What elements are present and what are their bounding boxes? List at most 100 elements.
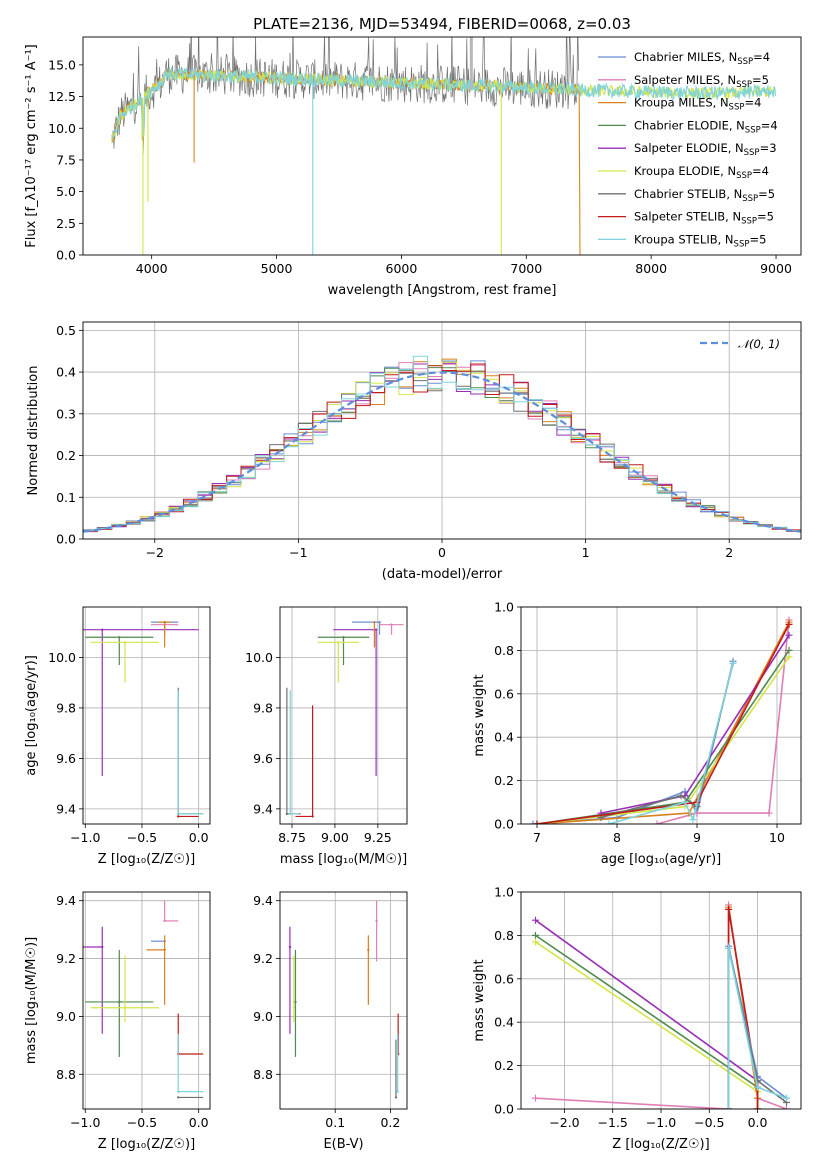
y-axis-label: mass [log₁₀(M/M☉)] bbox=[24, 937, 39, 1064]
data-marker bbox=[689, 816, 697, 824]
axes-mass_vs_EBV: 0.1 0.2 8.8 9.0 9.2 9.4 E(B-V) bbox=[253, 891, 408, 1152]
data-marker bbox=[681, 798, 689, 806]
y-tick-label: 9.8 bbox=[56, 700, 76, 715]
axes-massweight_vs_age: 7 8 9 10 0.0 0.2 0.4 0.6 0.8 1.0 age [log₁₀(age/yr… bbox=[472, 600, 802, 867]
series-line bbox=[727, 948, 787, 1109]
y-tick-label: 9.2 bbox=[56, 951, 76, 966]
y-tick-label: 9.2 bbox=[253, 951, 273, 966]
spectrum-line bbox=[111, 67, 777, 140]
x-tick-label: 8000 bbox=[635, 261, 667, 276]
data-point bbox=[101, 945, 104, 949]
data-point bbox=[289, 812, 292, 816]
y-tick-label: 8.8 bbox=[253, 1067, 273, 1082]
plot-area bbox=[83, 355, 801, 539]
data-point bbox=[374, 628, 378, 631]
y-tick-label: 1.0 bbox=[494, 885, 514, 900]
legend-label: Chabrier MILES, NSSP=4 bbox=[634, 50, 770, 67]
data-marker bbox=[785, 653, 793, 661]
data-marker bbox=[725, 905, 733, 913]
legend-label: Chabrier STELIB, NSSP=5 bbox=[634, 187, 775, 204]
axes-age_vs_Z: −1.0 −0.5 0.0 9.4 9.6 9.8 10.0 Z [log₁₀(Z/Z☉)] a… bbox=[24, 606, 211, 867]
data-marker bbox=[605, 820, 613, 824]
y-tick-label: 9.4 bbox=[56, 893, 76, 908]
y-axis-label: Flux [f_λ10⁻¹⁷ erg cm⁻² s⁻¹ A⁻¹] bbox=[24, 44, 39, 248]
data-point bbox=[123, 1006, 127, 1009]
legend-label: Kroupa ELODIE, NSSP=4 bbox=[634, 164, 769, 181]
y-tick-label: 12.5 bbox=[48, 89, 76, 104]
x-tick-label: 9000 bbox=[760, 261, 792, 276]
data-marker bbox=[531, 931, 539, 939]
gaussian-curve bbox=[83, 371, 801, 533]
y-axis-label: mass weight bbox=[472, 959, 487, 1041]
data-point bbox=[101, 628, 104, 631]
y-tick-label: 9.0 bbox=[56, 1009, 76, 1024]
x-tick-label: 1 bbox=[582, 545, 590, 560]
data-point bbox=[292, 1006, 296, 1009]
grid-lines bbox=[521, 891, 801, 1110]
series-line bbox=[536, 621, 790, 824]
data-marker bbox=[531, 1094, 539, 1102]
data-point bbox=[378, 620, 381, 624]
histogram-step bbox=[83, 355, 801, 539]
x-tick-label: −0.5 bbox=[127, 1115, 157, 1130]
y-tick-label: 0.6 bbox=[494, 686, 514, 701]
data-point bbox=[177, 1090, 180, 1093]
data-marker bbox=[677, 792, 685, 800]
data-point bbox=[118, 636, 121, 639]
x-tick-label: 7000 bbox=[510, 261, 542, 276]
axes-frame: 4000 5000 6000 7000 8000 9000 0.0 2.5 5.0 7.5 10.0… bbox=[24, 36, 802, 298]
axes-frame: 8.75 9.00 9.25 9.4 9.6 9.8 10.0 mass [log₁₀(M/M… bbox=[245, 606, 408, 867]
data-marker bbox=[785, 620, 793, 628]
axes-frame: −1.0 −0.5 0.0 9.4 9.6 9.8 10.0 Z [log₁₀(Z/Z☉)] a… bbox=[24, 606, 211, 867]
x-axis-label: Z [log₁₀(Z/Z☉)] bbox=[98, 852, 195, 867]
x-tick-label: 8.75 bbox=[278, 830, 306, 845]
y-tick-label: 8.8 bbox=[56, 1067, 76, 1082]
axes-frame: −1.0 −0.5 0.0 8.8 9.0 9.2 9.4 Z [log₁₀(Z/Z☉)] ma… bbox=[24, 891, 211, 1152]
data-marker bbox=[531, 916, 539, 924]
plot-area bbox=[83, 900, 204, 1099]
y-tick-label: 0.3 bbox=[56, 406, 76, 421]
y-tick-label: 9.4 bbox=[56, 801, 76, 816]
data-marker bbox=[785, 631, 793, 639]
axes-frame: −2.0 −1.5 −1.0 −0.5 0.0 0.0 0.2 0.4 0.6 0.8 1.0 Z [… bbox=[472, 885, 802, 1152]
data-point bbox=[375, 919, 378, 923]
x-tick-label: 6000 bbox=[386, 261, 418, 276]
data-point bbox=[285, 812, 289, 816]
x-axis-label: mass [log₁₀(M/M☉)] bbox=[280, 852, 407, 867]
x-tick-label: 5000 bbox=[261, 261, 293, 276]
y-tick-label: 15.0 bbox=[48, 57, 76, 72]
y-axis-label: Normed distribution bbox=[26, 366, 41, 496]
x-tick-label: −1.5 bbox=[598, 1115, 628, 1130]
y-tick-label: 0.2 bbox=[494, 773, 514, 788]
grid-lines bbox=[83, 892, 210, 1109]
axes-age_vs_mass: 8.75 9.00 9.25 9.4 9.6 9.8 10.0 mass [log₁₀(M/M… bbox=[245, 606, 408, 867]
x-tick-label: −2 bbox=[146, 545, 164, 560]
x-tick-label: −1 bbox=[289, 545, 307, 560]
data-point bbox=[294, 1000, 297, 1004]
legend: 𝒩(0, 1) bbox=[700, 337, 780, 351]
axes-frame-rect bbox=[82, 891, 211, 1110]
x-tick-label: 0.0 bbox=[189, 830, 209, 845]
data-marker bbox=[785, 646, 793, 654]
plot-area bbox=[285, 620, 404, 818]
plot-area bbox=[111, 37, 777, 255]
x-tick-label: 2 bbox=[725, 545, 733, 560]
x-tick-label: −1.0 bbox=[646, 1115, 676, 1130]
data-marker bbox=[533, 820, 541, 824]
y-axis-label: mass weight bbox=[472, 674, 487, 756]
grid-lines bbox=[83, 607, 210, 824]
data-point bbox=[373, 620, 376, 624]
y-tick-label: 0.8 bbox=[494, 928, 514, 943]
data-point bbox=[118, 1000, 121, 1004]
x-tick-label: 8 bbox=[613, 830, 621, 845]
axes-mass_vs_Z: −1.0 −0.5 0.0 8.8 9.0 9.2 9.4 Z [log₁₀(Z/Z☉)] ma… bbox=[24, 891, 211, 1152]
grid-lines bbox=[521, 606, 801, 825]
x-tick-label: −2.0 bbox=[549, 1115, 579, 1130]
y-tick-label: 9.4 bbox=[253, 801, 273, 816]
y-tick-label: 5.0 bbox=[56, 184, 76, 199]
y-tick-label: 0.1 bbox=[56, 490, 76, 505]
series-line bbox=[535, 919, 759, 1109]
plot-area bbox=[531, 901, 791, 1109]
axes-frame: 7 8 9 10 0.0 0.2 0.4 0.6 0.8 1.0 age [log₁₀(age/yr… bbox=[472, 600, 802, 867]
x-tick-label: 7 bbox=[533, 830, 541, 845]
